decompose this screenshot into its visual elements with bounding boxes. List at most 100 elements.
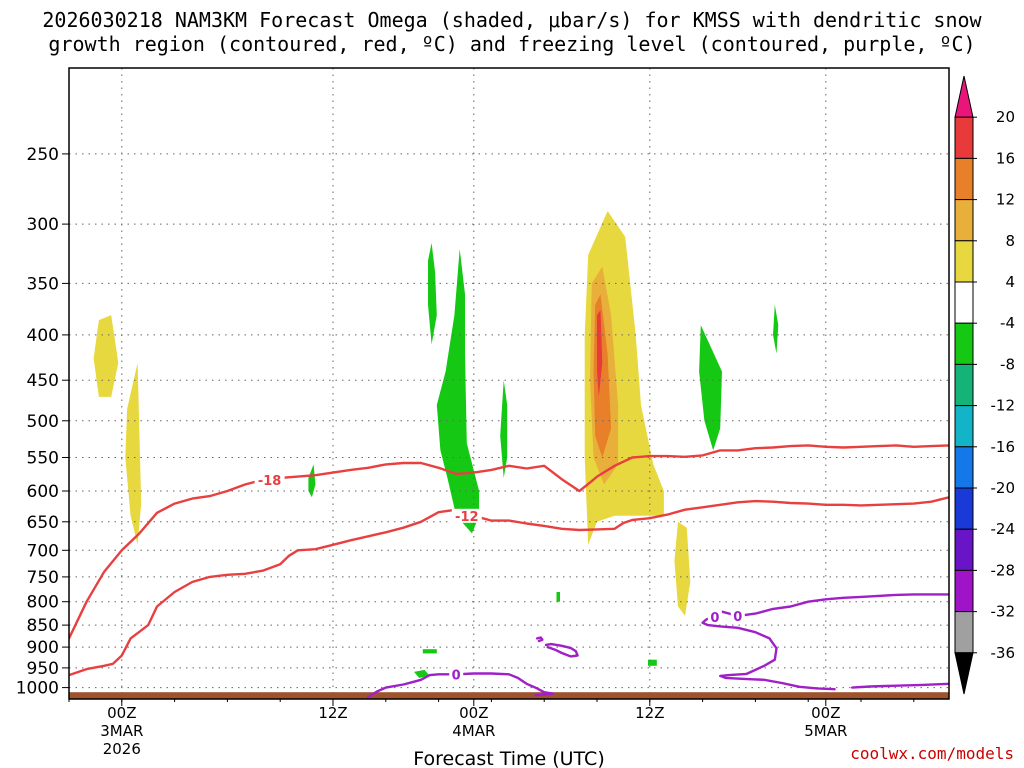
colorbar-swatch-11 <box>954 528 974 571</box>
x-tick-label-0-1: 3MAR <box>100 722 143 740</box>
contour-label--12: -12 <box>455 510 479 525</box>
contour-0-5 <box>851 682 949 689</box>
omega-region-1 <box>125 362 142 545</box>
y-tick-label-1000: 1000 <box>16 679 59 699</box>
x-tick-label-1-0: 12Z <box>318 704 347 722</box>
omega-region-7 <box>428 242 437 345</box>
colorbar-swatch-8 <box>954 405 974 448</box>
credit-text[interactable]: coolwx.com/models <box>850 744 1014 763</box>
colorbar-label-16: 16 <box>996 149 1015 167</box>
y-tick-label-450: 450 <box>27 371 59 391</box>
colorbar-bottom-arrow <box>954 652 974 695</box>
chart-title-line2: growth region (contoured, red, ºC) and f… <box>48 32 975 56</box>
contour-label-0: 0 <box>452 668 461 683</box>
colorbar-swatch-7 <box>954 363 974 407</box>
time-grid <box>121 68 827 699</box>
colorbar-swatch-13 <box>954 611 974 654</box>
contour-label-bg-0 <box>254 472 285 487</box>
colorbar-label--8: -8 <box>1000 355 1015 373</box>
omega-region-12 <box>773 304 779 354</box>
x-tick-label-4-1: 5MAR <box>804 722 847 740</box>
pressure-grid <box>69 153 949 689</box>
omega-region-6 <box>674 521 691 616</box>
y-tick-label-550: 550 <box>27 449 59 469</box>
y-tick-label-250: 250 <box>27 145 59 165</box>
colorbar-label--32: -32 <box>991 603 1016 621</box>
terrain-surface <box>69 692 949 699</box>
colorbar-swatch-9 <box>954 446 974 489</box>
colorbar-swatch-2 <box>954 157 974 201</box>
colorbar-swatch-10 <box>954 487 974 530</box>
y-tick-label-400: 400 <box>27 326 59 346</box>
contour-0-2 <box>367 672 555 699</box>
colorbar-label-12: 12 <box>996 191 1015 209</box>
y-tick-label-350: 350 <box>27 274 59 294</box>
colorbar-swatch-12 <box>954 569 974 613</box>
contour-0-7 <box>536 636 544 643</box>
y-tick-label-650: 650 <box>27 513 59 533</box>
colorbar-label--4: -4 <box>1000 314 1015 332</box>
colorbar-label--28: -28 <box>991 561 1016 579</box>
colorbar: 20 16 12 8 4 -4 -8 -12 -16 -20 -24 -28 -32 -36 <box>954 75 1016 695</box>
contour--12-1 <box>69 496 949 677</box>
colorbar-label--20: -20 <box>991 479 1016 497</box>
contour-label-bg-4 <box>707 609 722 624</box>
plot-frame <box>68 67 950 700</box>
contour-label-0: 0 <box>733 610 742 625</box>
omega-region-11 <box>699 325 722 451</box>
contour-0-6 <box>544 642 579 658</box>
contour-label-bg-1 <box>451 508 482 523</box>
colorbar-label--36: -36 <box>991 644 1016 662</box>
omega-shading <box>93 211 779 678</box>
omega-region-10 <box>308 464 316 498</box>
y-tick-label-300: 300 <box>27 215 59 235</box>
colorbar-top-arrow <box>954 75 974 118</box>
colorbar-label-20: 20 <box>996 108 1015 126</box>
y-tick-label-850: 850 <box>27 616 59 636</box>
omega-region-13 <box>556 592 560 602</box>
omega-region-9 <box>500 380 508 478</box>
y-tick-label-900: 900 <box>27 638 59 658</box>
omega-region-16 <box>648 659 657 666</box>
colorbar-swatch-3 <box>954 199 974 242</box>
colorbar-label--12: -12 <box>991 397 1016 415</box>
y-tick-label-600: 600 <box>27 482 59 502</box>
contour-label-bg-3 <box>730 608 745 623</box>
y-axis-ticks: 2503003504004505005506006507007508008509… <box>16 145 69 699</box>
colorbar-label--16: -16 <box>991 438 1016 456</box>
colorbar-label-4: 4 <box>1005 273 1015 291</box>
colorbar-swatch-4 <box>954 240 974 283</box>
chart-title-line1: 2026030218 NAM3KM Forecast Omega (shaded… <box>42 8 982 32</box>
contour--18-0 <box>69 444 949 640</box>
omega-region-8 <box>436 248 480 534</box>
omega-region-14 <box>422 649 437 654</box>
colorbar-swatch-6 <box>954 322 974 365</box>
x-tick-label-0-0: 00Z <box>107 704 136 722</box>
y-tick-label-800: 800 <box>27 593 59 613</box>
y-tick-label-700: 700 <box>27 541 59 561</box>
omega-region-5 <box>597 310 603 397</box>
y-tick-label-950: 950 <box>27 659 59 679</box>
x-tick-label-4-0: 00Z <box>811 704 840 722</box>
y-tick-label-750: 750 <box>27 568 59 588</box>
x-tick-label-0-2: 2026 <box>103 740 141 758</box>
colorbar-swatch-5 <box>954 281 974 324</box>
x-tick-label-2-1: 4MAR <box>452 722 495 740</box>
contour-label-0: 0 <box>710 611 719 626</box>
omega-region-0 <box>93 315 119 397</box>
colorbar-label-8: 8 <box>1005 232 1015 250</box>
x-tick-label-3-0: 12Z <box>635 704 664 722</box>
colorbar-label--24: -24 <box>991 520 1016 538</box>
contour-0-4 <box>701 610 836 691</box>
x-tick-label-2-0: 00Z <box>459 704 488 722</box>
contour-label-bg-2 <box>449 667 464 682</box>
contour-label--18: -18 <box>258 474 282 489</box>
x-axis-label: Forecast Time (UTC) <box>413 748 604 768</box>
contour-0-3 <box>719 593 949 618</box>
colorbar-swatch-1 <box>954 116 974 159</box>
temperature-contours <box>69 444 949 699</box>
y-tick-label-500: 500 <box>27 412 59 432</box>
